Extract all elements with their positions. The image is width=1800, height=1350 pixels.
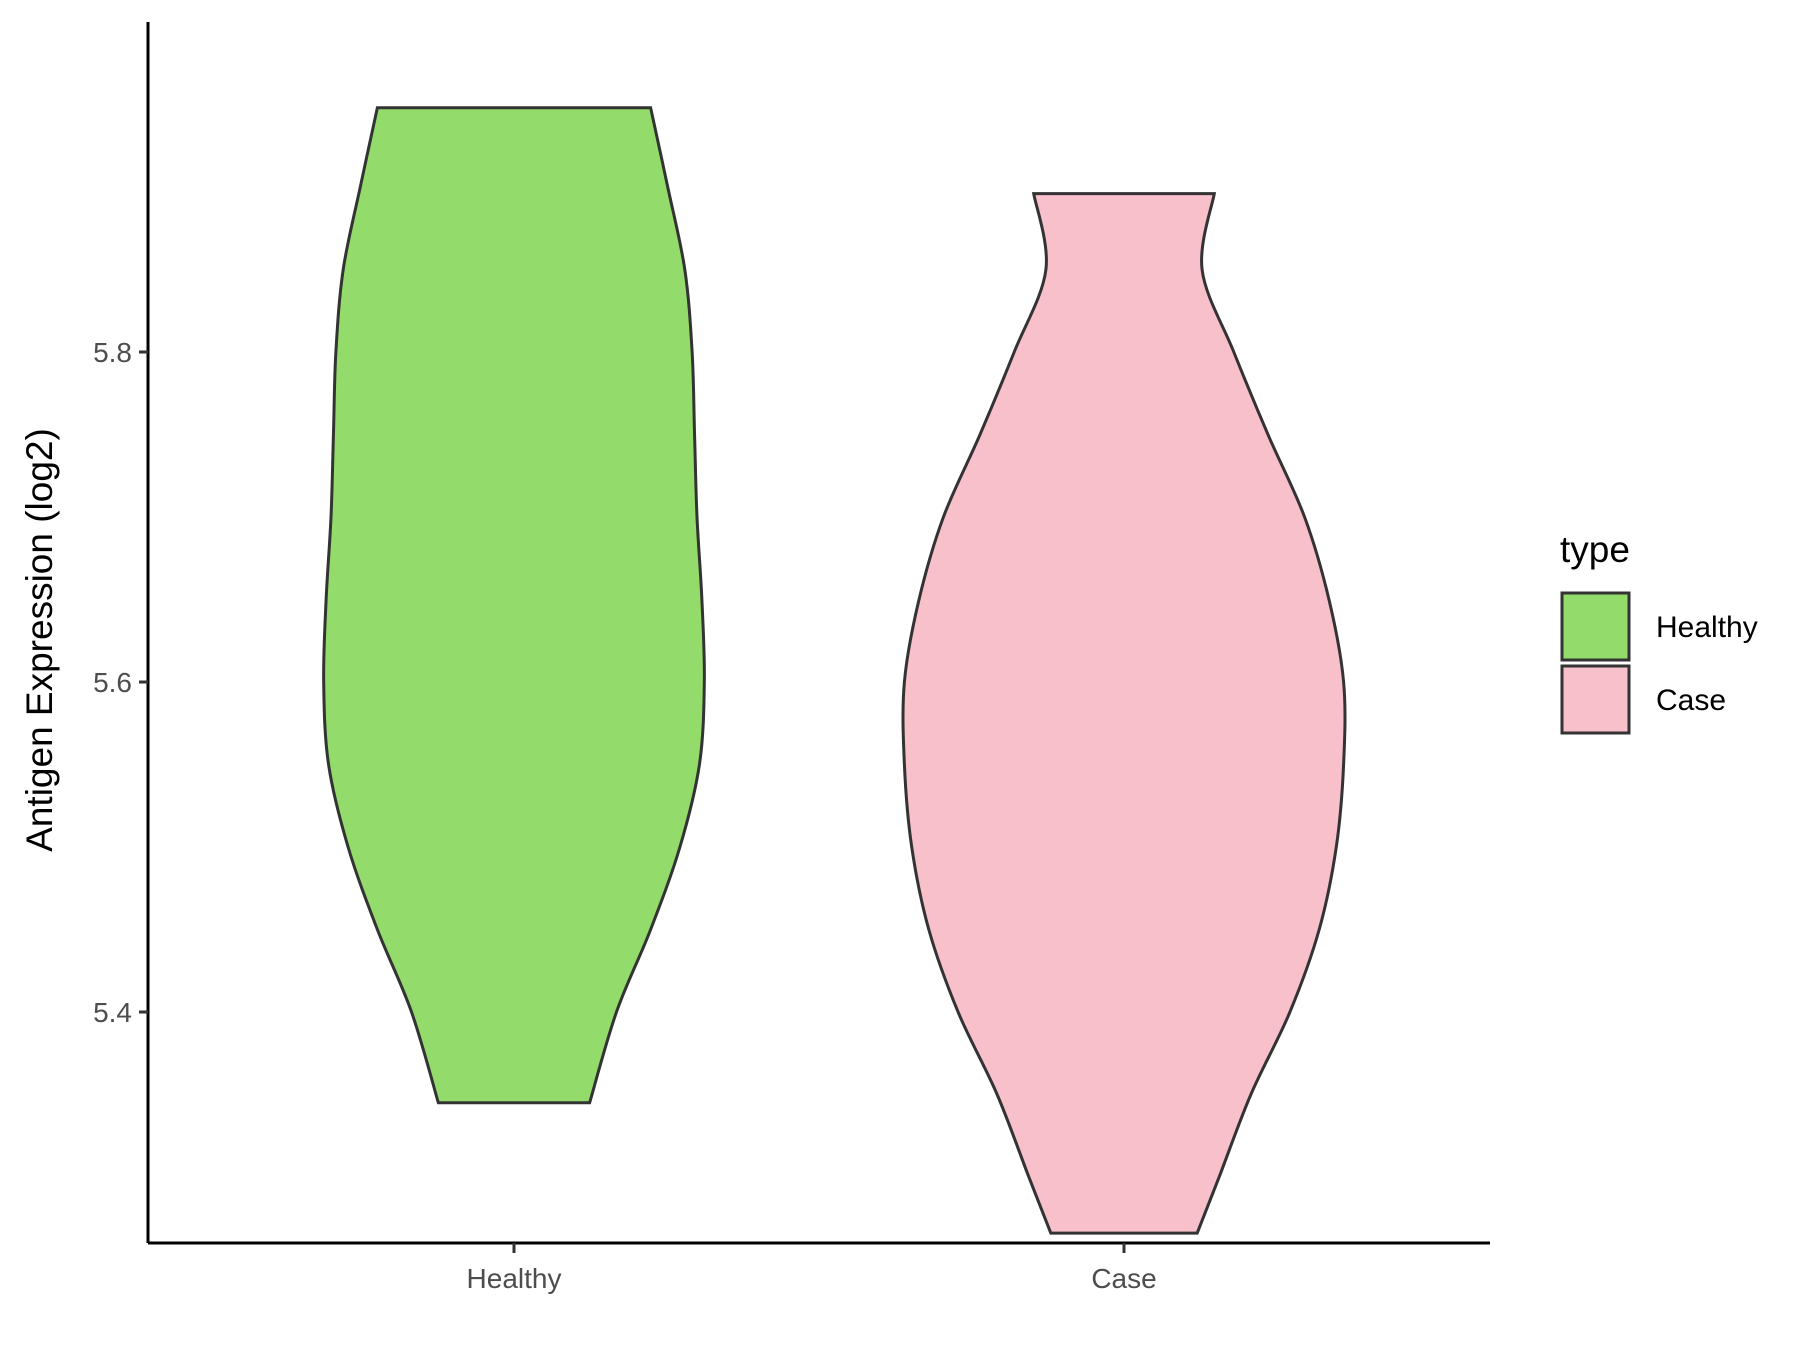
legend-key-healthy [1560, 591, 1631, 662]
legend-label: Case [1656, 684, 1726, 717]
violin-case [901, 192, 1347, 1235]
y-tick-label: 5.6 [93, 667, 132, 698]
legend-label: Healthy [1656, 611, 1758, 644]
x-tick-label: Healthy [467, 1263, 562, 1294]
x-tick-label: Case [1091, 1263, 1156, 1294]
legend: type Healthy Case [1560, 529, 1758, 735]
violin-healthy [322, 106, 706, 1105]
violin-layer [322, 106, 1347, 1235]
legend-key-case [1560, 664, 1631, 735]
y-tick-label: 5.4 [93, 997, 132, 1028]
axes: 5.4 5.6 5.8 Healthy Case [93, 22, 1490, 1294]
legend-title: type [1560, 529, 1630, 570]
y-axis-title: Antigen Expression (log2) [19, 428, 60, 852]
y-tick-label: 5.8 [93, 337, 132, 368]
